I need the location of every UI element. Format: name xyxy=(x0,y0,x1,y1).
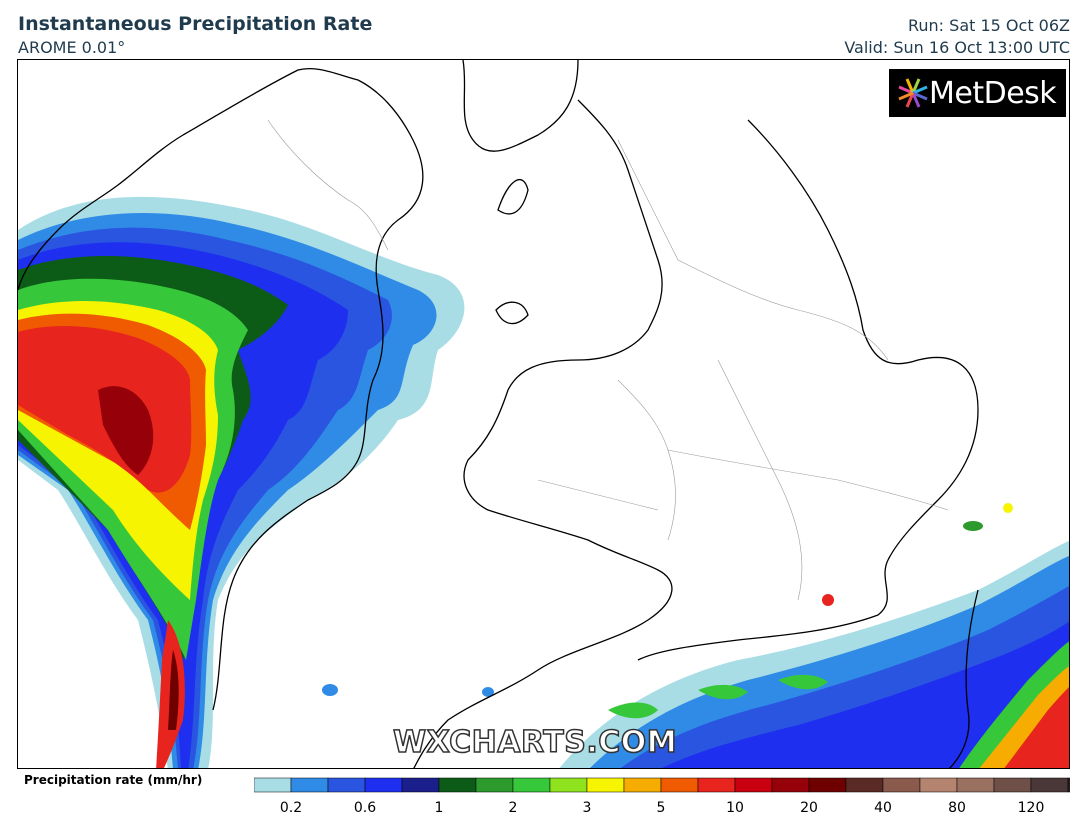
colorbar-tick-label: 3 xyxy=(582,800,592,816)
colorbar-segment xyxy=(475,777,514,793)
colorbar-segment xyxy=(1030,777,1069,793)
colorbar-segment xyxy=(697,777,736,793)
colorbar-segment xyxy=(290,777,329,793)
colorbar-segment xyxy=(882,777,921,793)
run-label: Run: Sat 15 Oct 06Z xyxy=(908,16,1070,35)
map-panel xyxy=(17,59,1070,769)
colorbar-segment xyxy=(808,777,847,793)
colorbar-segment xyxy=(327,777,366,793)
colorbar-segment xyxy=(993,777,1032,793)
colorbar-segment xyxy=(623,777,662,793)
colorbar-tick-label: 120 xyxy=(1017,800,1045,816)
colorbar-tick-label: 20 xyxy=(800,800,818,816)
colorbar-segment xyxy=(1067,777,1070,793)
colorbar-segment xyxy=(771,777,810,793)
colorbar-segment xyxy=(660,777,699,793)
colorbar-tick-label: 2 xyxy=(508,800,518,816)
coastlines xyxy=(18,60,979,768)
chart-title: Instantaneous Precipitation Rate xyxy=(18,13,373,35)
colorbar-segment xyxy=(364,777,403,793)
watermark: WXCHARTS.COM xyxy=(392,724,678,761)
colorbar-segment xyxy=(438,777,477,793)
colorbar-tick-label: 1 xyxy=(434,800,444,816)
colorbar-tick-label: 40 xyxy=(874,800,892,816)
colorbar-segment xyxy=(586,777,625,793)
colorbar xyxy=(254,777,1070,793)
metdesk-logo: MetDesk xyxy=(889,69,1066,117)
precip-ireland xyxy=(18,196,465,768)
logo-text: MetDesk xyxy=(929,75,1057,111)
colorbar-tick-label: 0.2 xyxy=(279,800,303,816)
legend-label: Precipitation rate (mm/hr) xyxy=(24,773,203,787)
colorbar-segment xyxy=(956,777,995,793)
pinwheel-icon xyxy=(898,78,928,108)
map-canvas xyxy=(18,60,1069,768)
colorbar-segment xyxy=(845,777,884,793)
colorbar-segment xyxy=(919,777,958,793)
county-borders xyxy=(267,119,949,601)
colorbar-segment xyxy=(401,777,440,793)
colorbar-segment xyxy=(512,777,551,793)
colorbar-segment xyxy=(254,777,292,793)
colorbar-tick-label: 0.6 xyxy=(353,800,377,816)
precip-southeast xyxy=(322,503,1069,768)
model-label: AROME 0.01° xyxy=(18,38,126,57)
colorbar-segment xyxy=(734,777,773,793)
valid-label: Valid: Sun 16 Oct 13:00 UTC xyxy=(844,38,1070,57)
colorbar-tick-label: 80 xyxy=(948,800,966,816)
colorbar-tick-label: 5 xyxy=(656,800,666,816)
colorbar-segment xyxy=(549,777,588,793)
colorbar-tick-label: 10 xyxy=(726,800,744,816)
